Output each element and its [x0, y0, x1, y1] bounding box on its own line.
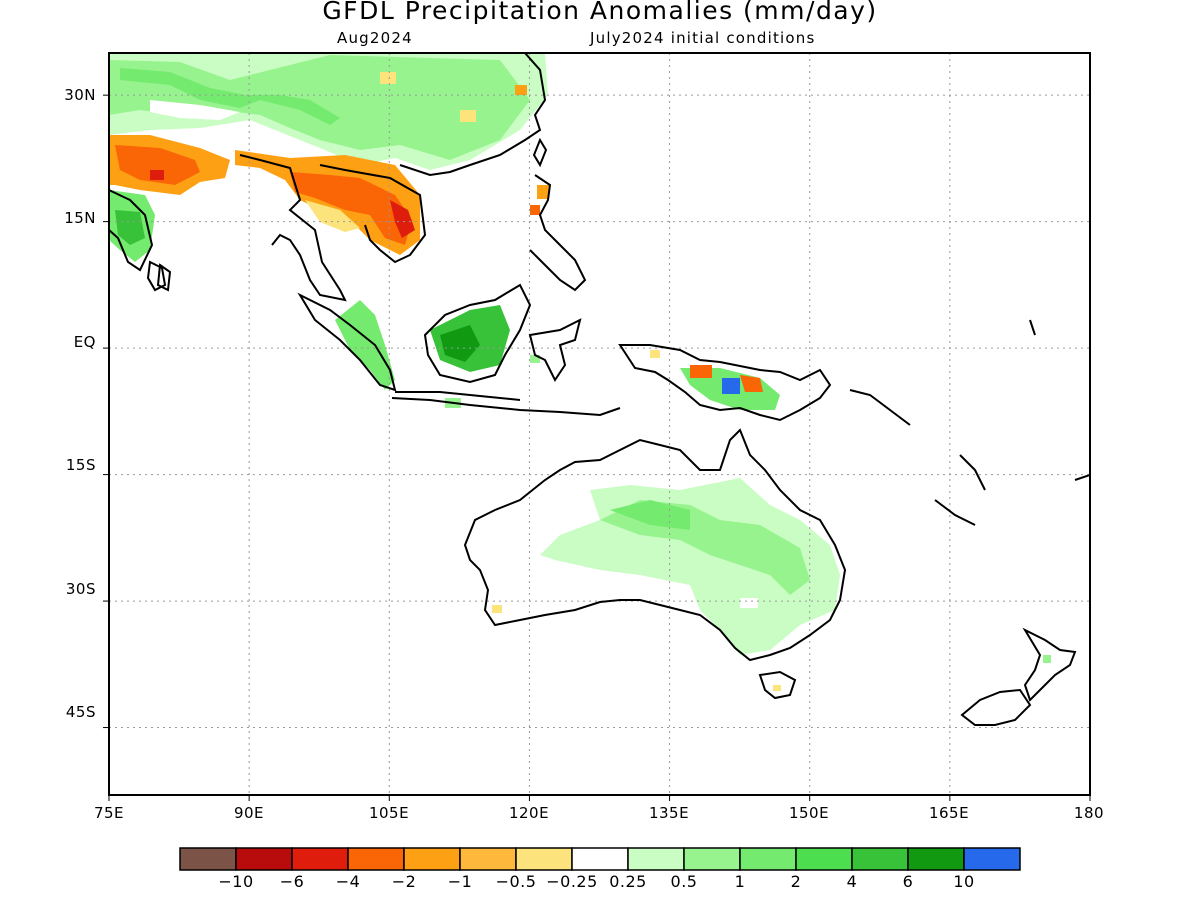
anomaly-sumatra: [335, 300, 395, 390]
coast-sumatra: [297, 292, 397, 392]
lon-label-165e: 165E: [928, 804, 970, 822]
anomaly-tasmania: [773, 685, 781, 691]
colorbar-swatch: [627, 847, 685, 871]
coast-tasmania: [758, 670, 797, 700]
anomaly-australia-gap: [740, 598, 758, 608]
lon-label-90e: 90E: [233, 804, 265, 822]
lat-label-eq: EQ: [73, 333, 96, 351]
colorbar-label: 0.5: [670, 872, 698, 891]
colorbar-label: 1: [734, 872, 746, 891]
coast-sri-lanka: [146, 260, 167, 292]
colorbar-label: 0.25: [609, 872, 647, 891]
anomaly-png-wet-peak: [722, 378, 740, 394]
anomaly-shading: [109, 53, 1051, 691]
coast-newguinea: [618, 344, 832, 422]
coastlines: [109, 53, 1090, 726]
coast-nz-north: [1022, 627, 1077, 702]
initial-conditions-label: July2024 initial conditions: [590, 29, 816, 47]
coast-islands-pacific: [849, 319, 1090, 526]
anomaly-china-east: [515, 85, 527, 95]
anomaly-china-north: [380, 72, 396, 84]
colorbar-label: −6: [279, 872, 305, 891]
anomaly-china-central: [460, 110, 476, 122]
coast-java: [391, 391, 621, 417]
coast-australia: [463, 428, 847, 662]
colorbar-swatch: [795, 847, 853, 871]
anomaly-png-orange-east: [740, 375, 763, 392]
lat-label-45s: 45S: [65, 703, 96, 721]
colorbar-swatch: [851, 847, 909, 871]
anomaly-luzon: [537, 185, 549, 199]
chart-title: GFDL Precipitation Anomalies (mm/day): [322, 0, 878, 25]
colorbar-swatch: [963, 847, 1021, 871]
anomaly-indochina-yellow: [305, 200, 360, 232]
colorbar-swatch: [403, 847, 461, 871]
anomaly-sw-australia: [492, 605, 502, 613]
colorbar-label: −1: [447, 872, 473, 891]
colorbar-swatch: [683, 847, 741, 871]
colorbar-swatch: [739, 847, 797, 871]
anomaly-png-west: [650, 350, 660, 358]
anomaly-asia-green-mid: [120, 68, 340, 125]
coast-sulawesi: [528, 318, 582, 382]
colorbar-label: 2: [790, 872, 802, 891]
colorbar-label: −2: [391, 872, 417, 891]
lon-label-135e: 135E: [648, 804, 690, 822]
coast-borneo: [423, 283, 532, 384]
coast-asia: [109, 53, 547, 302]
anomaly-vietnam-red: [390, 200, 415, 238]
lon-label-75e: 75E: [93, 804, 125, 822]
colorbar-swatch: [907, 847, 965, 871]
colorbar-swatch: [179, 847, 237, 871]
colorbar-swatch: [291, 847, 349, 871]
lat-label-30s: 30S: [65, 580, 96, 598]
anomaly-himalaya-strip: [150, 100, 240, 120]
graticule: [109, 53, 1090, 795]
lat-label-15s: 15S: [65, 456, 96, 474]
colorbar-label: 10: [953, 872, 975, 891]
colorbar-swatch: [515, 847, 573, 871]
colorbar-swatch: [459, 847, 517, 871]
anomaly-nz: [1043, 655, 1051, 663]
lon-label-180: 180: [1073, 804, 1105, 822]
axis-ticks: [103, 94, 1091, 801]
colorbar-label: −0.5: [495, 872, 537, 891]
lat-label-30n: 30N: [64, 86, 96, 104]
anomaly-png-orange: [690, 365, 712, 378]
colorbar-swatch: [571, 847, 629, 871]
colorbar-swatch: [347, 847, 405, 871]
colorbar-label: −4: [335, 872, 361, 891]
anomaly-luzon-south: [530, 205, 540, 215]
lon-label-120e: 120E: [508, 804, 550, 822]
anomaly-borneo-deep: [440, 325, 480, 362]
coast-taiwan: [532, 137, 548, 168]
lon-label-105e: 105E: [368, 804, 410, 822]
colorbar-label: 4: [846, 872, 858, 891]
colorbar-label: 6: [902, 872, 914, 891]
anomaly-india-peak: [150, 170, 164, 180]
forecast-month: Aug2024: [337, 29, 413, 47]
colorbar-swatch: [235, 847, 293, 871]
anomaly-indochina-deep: [290, 172, 412, 245]
lon-label-150e: 150E: [788, 804, 830, 822]
coast-philippines: [529, 174, 587, 292]
map-frame: [108, 52, 1091, 796]
coast-nz-south: [960, 688, 1032, 726]
lat-label-15n: 15N: [64, 209, 96, 227]
anomaly-india-deep: [115, 145, 200, 185]
colorbar: [179, 847, 1021, 871]
anomaly-india-south-dark: [115, 210, 145, 245]
anomaly-sulawesi: [530, 355, 540, 363]
colorbar-label: −0.25: [546, 872, 598, 891]
colorbar-label: −10: [218, 872, 254, 891]
